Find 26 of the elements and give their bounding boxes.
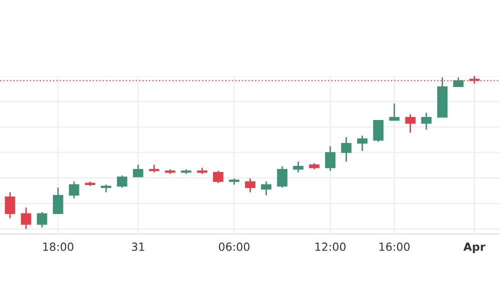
candlestick: [261, 180, 272, 196]
x-tick-label: 16:00: [380, 242, 410, 251]
candlestick: [389, 102, 400, 122]
candlestick: [341, 136, 352, 162]
x-tick-label: 31: [132, 242, 144, 251]
x-tick-label: Apr: [463, 242, 486, 254]
candlestick: [213, 170, 224, 184]
candlestick: [132, 164, 144, 178]
candlestick: [68, 180, 80, 200]
x-tick-label: 18:00: [43, 242, 74, 251]
candlestick: [405, 114, 416, 134]
x-tick-label: 06:00: [218, 242, 250, 251]
candlestick: [277, 166, 288, 188]
candlestick: [357, 134, 368, 152]
candlestick: [421, 112, 432, 130]
candlestick: [4, 192, 16, 219]
candlestick: [245, 178, 256, 193]
candlestick: [453, 76, 464, 88]
candlestick: [20, 206, 32, 230]
candlestick: [116, 174, 128, 188]
candlestick: [52, 186, 64, 214]
candlestick: [36, 211, 48, 228]
candlestick: [325, 146, 336, 172]
candlestick: [293, 160, 304, 174]
x-tick-label: 12:00: [315, 242, 346, 251]
candlestick: [373, 120, 384, 142]
